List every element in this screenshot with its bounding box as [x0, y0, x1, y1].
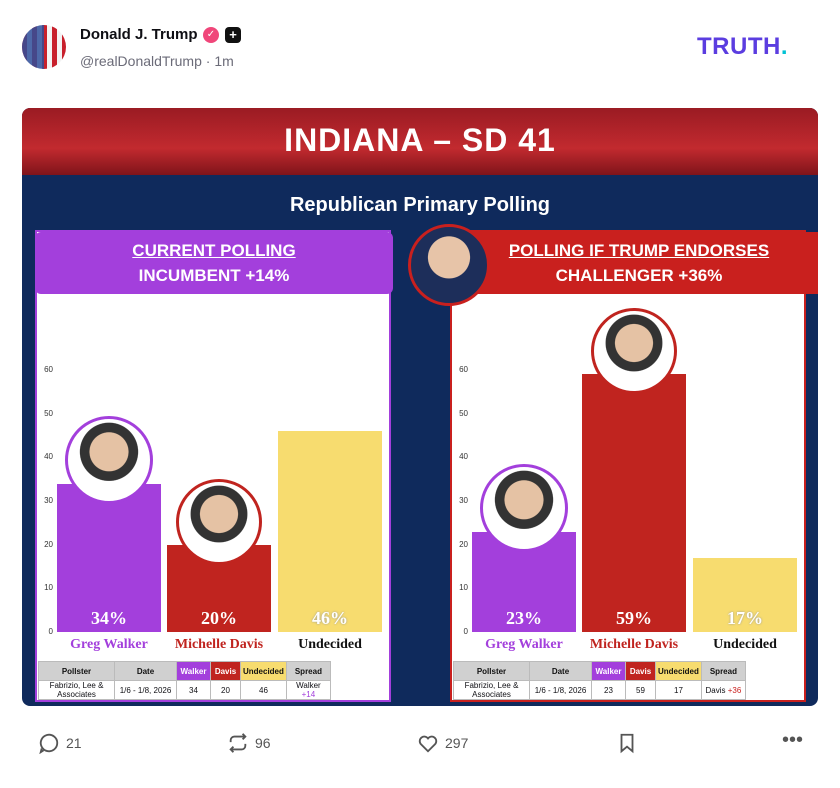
y-tick-label: 60	[44, 365, 53, 374]
table-cell: Fabrizio, Lee & Associates	[38, 680, 115, 700]
panel-subheading: CHALLENGER +36%	[555, 266, 723, 285]
candidate-name: Michelle Davis	[589, 637, 679, 652]
poll-table: Pollster Date Walker Davis Undecided Spread Fa…	[453, 661, 746, 700]
bar-value-label: 59%	[616, 608, 652, 628]
author-name[interactable]: Donald J. Trump	[80, 26, 198, 43]
panel-heading: POLLING IF TRUMP ENDORSES	[508, 241, 770, 260]
candidate-photo	[591, 308, 677, 395]
reply-button[interactable]: 21	[38, 732, 82, 754]
table-header: Undecided	[655, 661, 702, 681]
panel-header: POLLING IF TRUMP ENDORSES CHALLENGER +36%	[450, 232, 818, 294]
table-cell: 17	[655, 680, 702, 700]
poll-table: Pollster Date Walker Davis Undecided Spread Fa…	[38, 661, 331, 700]
trump-photo	[408, 224, 490, 306]
bookmark-icon	[620, 733, 634, 754]
bar-value-label: 23%	[506, 608, 542, 628]
repost-count: 96	[255, 735, 271, 751]
bar-undecided	[278, 431, 382, 632]
plus-badge-icon: +	[225, 27, 241, 43]
table-header: Spread	[700, 661, 746, 681]
table-header: Davis	[625, 661, 656, 681]
panel-header: CURRENT POLLING INCUMBENT +14%	[35, 232, 393, 294]
table-cell: 1/6 - 1/8, 2026	[114, 680, 177, 700]
bar-undecided	[693, 557, 797, 632]
table-cell: 34	[176, 680, 211, 700]
candidate-name: Undecided	[298, 637, 362, 652]
table-header: Date	[114, 661, 177, 681]
y-tick-label: 40	[459, 452, 468, 462]
bar-value-label: 46%	[312, 608, 348, 628]
bar-greg-walker	[57, 483, 161, 632]
table-cell: 20	[210, 680, 241, 700]
heart-icon	[418, 735, 438, 753]
y-tick-label: 20	[459, 539, 468, 549]
bookmark-button[interactable]	[616, 732, 638, 754]
panel-heading: CURRENT POLLING	[132, 241, 296, 260]
table-cell: 46	[240, 680, 287, 700]
y-tick-label: 50	[44, 408, 53, 418]
candidate-photo	[480, 463, 568, 552]
post-image[interactable]: INDIANA – SD 41 Republican Primary Polli…	[22, 108, 818, 706]
more-icon: •••	[782, 729, 804, 751]
y-tick-label: 30	[44, 496, 53, 505]
bar-value-label: 20%	[201, 608, 237, 628]
comment-icon	[39, 733, 59, 754]
repost-icon	[229, 733, 247, 753]
table-header: Date	[529, 661, 592, 681]
bar-value-label: 34%	[91, 608, 127, 628]
table-header: Davis	[210, 661, 241, 681]
panel-subheading: INCUMBENT +14%	[138, 266, 290, 285]
bar-value-label: 17%	[727, 608, 763, 628]
table-cell-spread: Davis +36	[700, 680, 746, 700]
candidate-name: Greg Walker	[485, 637, 563, 652]
y-tick-label: 30	[459, 496, 468, 505]
like-count: 297	[445, 735, 469, 751]
y-tick-label: 0	[463, 627, 468, 636]
truth-logo[interactable]: TRUTH.	[697, 33, 788, 60]
table-cell-spread: Walker +14	[285, 680, 331, 700]
candidate-name: Undecided	[713, 637, 777, 652]
repost-button[interactable]: 96	[227, 732, 271, 754]
table-header: Pollster	[38, 661, 115, 681]
candidate-name: Greg Walker	[70, 637, 148, 652]
reply-count: 21	[66, 735, 82, 751]
table-header: Spread	[285, 661, 331, 681]
y-tick-label: 0	[48, 627, 53, 636]
more-options-button[interactable]: •••	[782, 729, 803, 752]
graphic-title: INDIANA – SD 41	[22, 108, 818, 175]
table-header: Undecided	[240, 661, 287, 681]
y-tick-label: 60	[459, 365, 468, 374]
y-tick-label: 10	[459, 583, 468, 593]
post-time: 1m	[214, 53, 234, 69]
candidate-name: Michelle Davis	[174, 637, 264, 652]
graphic-subtitle: Republican Primary Polling	[289, 194, 551, 216]
y-tick-label: 20	[44, 539, 53, 549]
table-cell: 1/6 - 1/8, 2026	[529, 680, 592, 700]
candidate-photo	[176, 478, 262, 565]
table-cell: 59	[625, 680, 656, 700]
table-cell: Fabrizio, Lee & Associates	[453, 680, 530, 700]
y-tick-label: 10	[44, 583, 53, 593]
y-tick-label: 40	[44, 452, 53, 462]
author-handle: @realDonaldTrump · 1m	[80, 53, 234, 69]
table-cell: 23	[591, 680, 626, 700]
author-avatar[interactable]	[22, 25, 66, 69]
bar-michelle-davis	[582, 374, 686, 632]
y-tick-label: 50	[459, 408, 468, 418]
table-header: Walker	[176, 661, 211, 681]
table-header: Pollster	[453, 661, 530, 681]
table-header: Walker	[591, 661, 626, 681]
candidate-photo	[65, 415, 153, 504]
like-button[interactable]: 297	[417, 732, 468, 754]
verified-badge-icon: ✓	[203, 27, 219, 43]
